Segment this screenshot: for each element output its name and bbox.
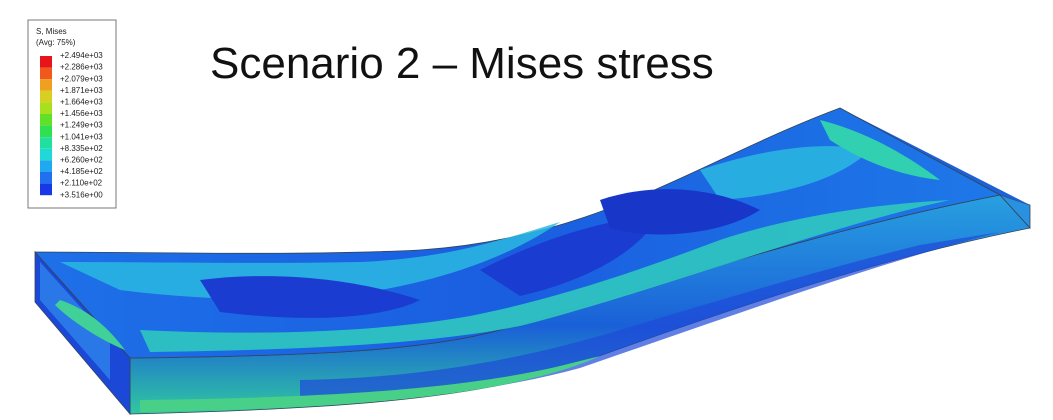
legend-swatch [40, 56, 52, 68]
legend-label: +2.494e+03 [60, 51, 103, 60]
legend-label: +1.041e+03 [60, 132, 103, 141]
page: S, Mises (Avg: 75%) +2.494e+03 +2.286e+03… [0, 0, 1053, 420]
legend-swatch [40, 137, 52, 149]
legend-label: +2.110e+02 [60, 179, 103, 188]
legend-swatch [40, 172, 52, 184]
legend-label: +6.260e+02 [60, 156, 103, 165]
legend-label: +1.456e+03 [60, 109, 103, 118]
title: Scenario 2 – Mises stress [210, 39, 714, 88]
legend-swatch [40, 149, 52, 161]
legend-label: +1.871e+03 [60, 86, 103, 95]
contour-plot: S, Mises (Avg: 75%) +2.494e+03 +2.286e+03… [0, 0, 1053, 420]
legend-swatch [40, 91, 52, 103]
legend: S, Mises (Avg: 75%) +2.494e+03 +2.286e+03… [28, 20, 116, 208]
legend-label: +2.079e+03 [60, 74, 103, 83]
legend-swatch [40, 184, 52, 196]
legend-label: +8.335e+02 [60, 144, 103, 153]
plate [35, 108, 1030, 414]
legend-label: +1.249e+03 [60, 121, 103, 130]
legend-label: +3.516e+00 [60, 190, 103, 199]
legend-subheading: (Avg: 75%) [36, 38, 76, 47]
legend-swatch [40, 102, 52, 114]
legend-swatch [40, 160, 52, 172]
legend-swatch [40, 68, 52, 80]
legend-label: +2.286e+03 [60, 63, 103, 72]
legend-swatch [40, 79, 52, 91]
legend-label: +4.185e+02 [60, 167, 103, 176]
legend-heading: S, Mises [36, 27, 67, 36]
legend-label: +1.664e+03 [60, 98, 103, 107]
legend-swatch [40, 114, 52, 126]
legend-swatch [40, 126, 52, 138]
